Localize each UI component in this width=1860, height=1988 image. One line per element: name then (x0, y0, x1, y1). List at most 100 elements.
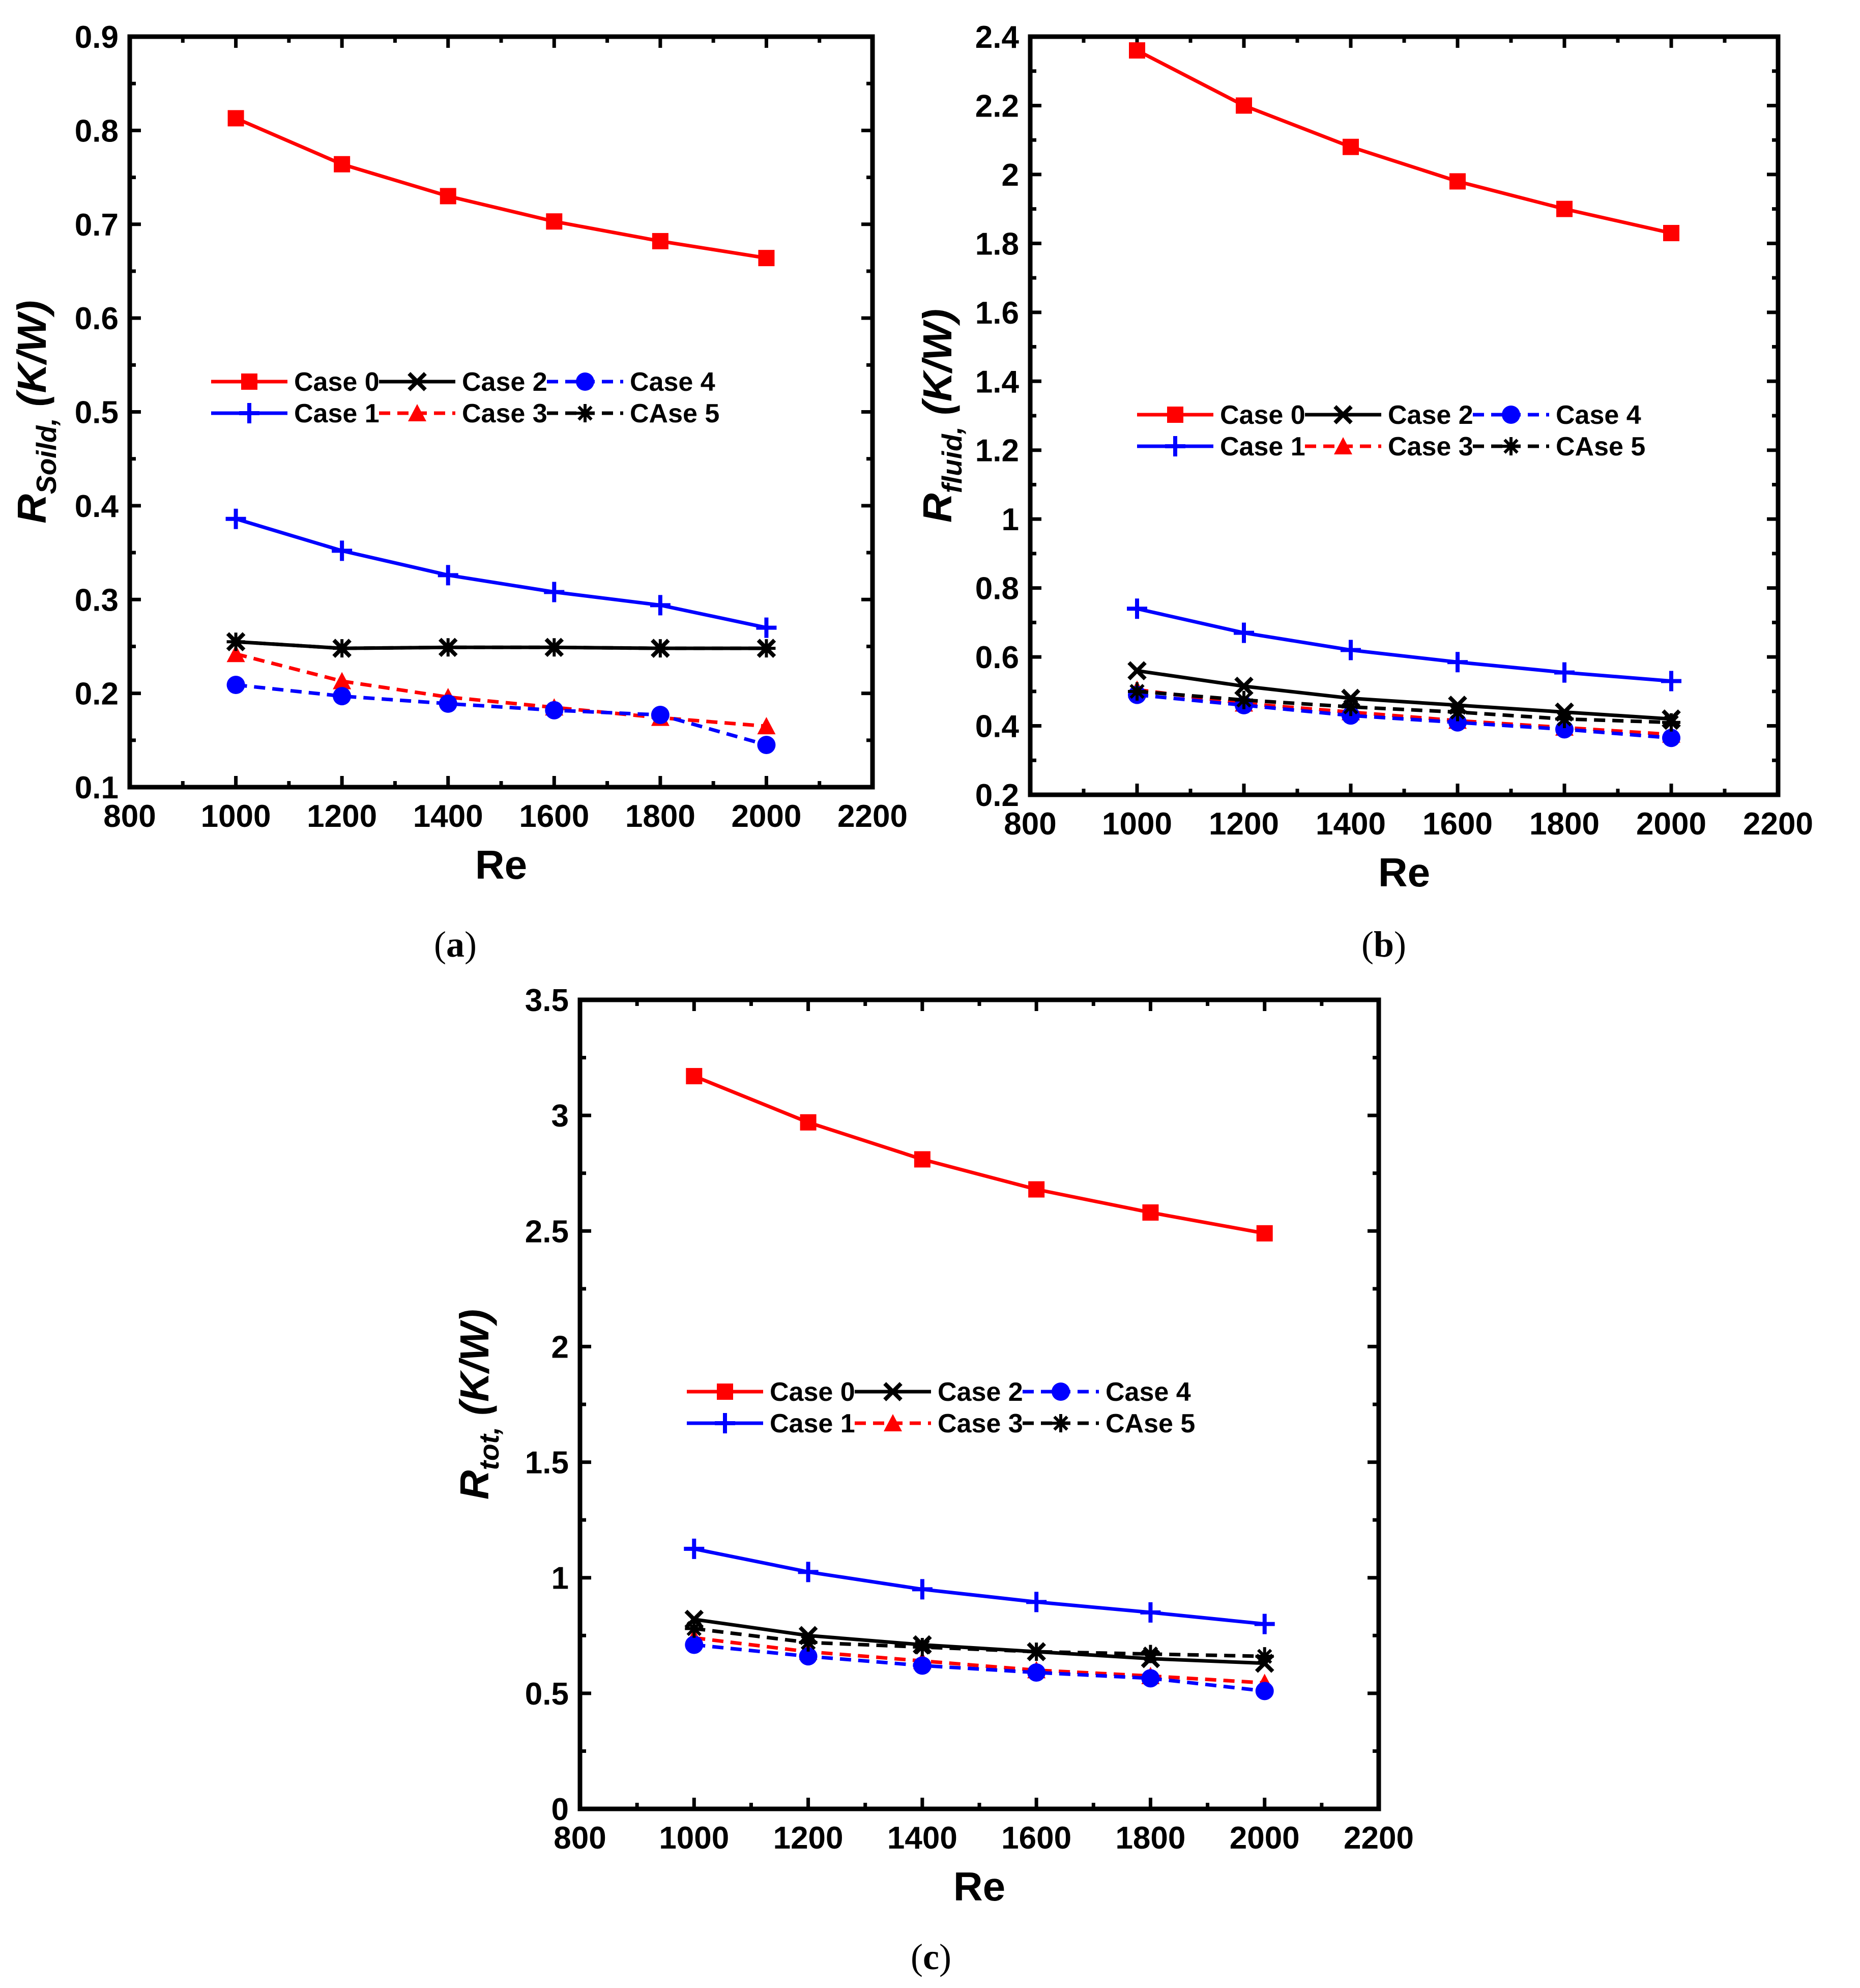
data-point (1254, 1614, 1275, 1634)
x-tick-label: 2000 (1636, 806, 1706, 842)
data-point (914, 1151, 931, 1168)
legend-marker (1052, 1414, 1070, 1432)
chart-panel-b: 800 1000 1200 1400 1600 1800 2000 2200 0.2 0.4 0.6… (915, 20, 1813, 965)
y-tick-label: 1 (1002, 502, 1019, 537)
data-point (1129, 42, 1145, 59)
legend-label: Case 3 (938, 1409, 1023, 1438)
y-tick-label: 0.2 (75, 677, 119, 712)
legend-marker (717, 1384, 733, 1400)
x-tick-label: 1400 (887, 1821, 957, 1856)
data-point (798, 1562, 819, 1582)
legend-label: Case 2 (462, 367, 547, 397)
legend-marker (884, 1414, 902, 1431)
data-point (1662, 713, 1680, 732)
legend-marker (1052, 1382, 1070, 1401)
series-case-2 (684, 1609, 1274, 1673)
series-line (235, 652, 767, 728)
data-point (333, 687, 352, 706)
data-point (1554, 662, 1575, 683)
y-tick-label: 0.7 (75, 208, 119, 243)
y-tick-label: 0.5 (75, 395, 119, 430)
data-point (1128, 682, 1146, 701)
y-tick-label: 0.2 (975, 778, 1019, 813)
data-point (1236, 97, 1252, 114)
x-tick-label: 1200 (307, 799, 377, 834)
data-point (333, 639, 352, 658)
series-line (1137, 693, 1672, 740)
x-tick-label: 2200 (1344, 1821, 1414, 1856)
y-tick-label: 0.6 (75, 301, 119, 336)
x-tick-label: 800 (554, 1821, 606, 1856)
data-point (1662, 729, 1680, 747)
series-line (1137, 607, 1672, 683)
data-point (1141, 1645, 1160, 1663)
data-point (913, 1656, 932, 1675)
y-tick-label: 0.6 (975, 640, 1019, 675)
legend-marker (1333, 405, 1353, 424)
legend-marker (1502, 406, 1520, 424)
x-tick-label: 1400 (1316, 806, 1386, 842)
y-tick-label: 0.4 (975, 709, 1020, 744)
data-point (799, 1647, 818, 1666)
data-point (757, 736, 776, 755)
x-tick-label: 2200 (837, 799, 908, 834)
data-point (439, 694, 457, 713)
y-axis-title: RSoild, (K/W) (9, 300, 62, 524)
series-line (236, 640, 767, 650)
data-point (1028, 1181, 1045, 1198)
y-tick-label: 0.3 (75, 583, 119, 618)
data-point (1127, 661, 1147, 681)
data-point (1026, 1592, 1047, 1612)
x-tick-label: 2000 (1230, 1821, 1300, 1856)
data-point (651, 639, 670, 658)
data-point (652, 233, 669, 249)
data-point (1140, 1602, 1161, 1623)
data-point (799, 1633, 818, 1652)
data-point (650, 595, 671, 616)
y-tick-label: 2.5 (525, 1214, 569, 1249)
legend-label: Case 0 (1220, 400, 1305, 430)
legend-label: CAse 5 (630, 399, 719, 428)
data-point (225, 508, 246, 529)
data-point (440, 188, 456, 205)
legend: Case 0 Case 2 Case 4 Case 1 Case 3 CAse 5 (1137, 400, 1645, 462)
series-line (693, 1618, 1265, 1665)
data-point (1234, 676, 1254, 696)
y-axis-title: Rtot, (K/W) (452, 1309, 505, 1500)
series-case-5 (1128, 682, 1680, 732)
series-case-5 (226, 632, 776, 658)
data-point (1234, 622, 1254, 643)
data-point (1341, 640, 1361, 660)
x-tick-label: 1000 (1102, 806, 1172, 842)
data-point (1256, 1225, 1273, 1242)
y-tick-label: 1.6 (975, 296, 1019, 331)
series-case-0 (227, 110, 775, 267)
data-point (1235, 690, 1253, 709)
data-point (1027, 1643, 1046, 1661)
series-line (693, 1643, 1265, 1693)
series-case-1 (684, 1538, 1275, 1634)
data-point (757, 717, 776, 735)
data-point (758, 250, 775, 267)
x-tick-label: 1000 (201, 799, 271, 834)
legend: Case 0 Case 2 Case 4 Case 1 Case 3 CAse 5 (211, 367, 719, 428)
y-tick-label: 1.2 (975, 434, 1019, 469)
legend-label: Case 3 (462, 399, 547, 428)
data-point (686, 1068, 703, 1084)
legend-label: Case 3 (1388, 432, 1473, 462)
legend-label: Case 1 (294, 399, 380, 428)
series-line (1137, 669, 1672, 721)
data-point (1127, 598, 1147, 619)
data-point (1141, 1669, 1160, 1688)
data-point (1449, 173, 1466, 190)
data-point (1661, 671, 1681, 692)
data-point (546, 213, 563, 230)
data-point (334, 156, 351, 172)
legend-marker (576, 404, 594, 422)
y-axis-title: Rfluid, (K/W) (915, 309, 968, 523)
series-case-5 (685, 1619, 1274, 1666)
x-tick-label: 800 (103, 799, 156, 834)
series-line (693, 1627, 1265, 1658)
legend-marker (715, 1413, 735, 1433)
